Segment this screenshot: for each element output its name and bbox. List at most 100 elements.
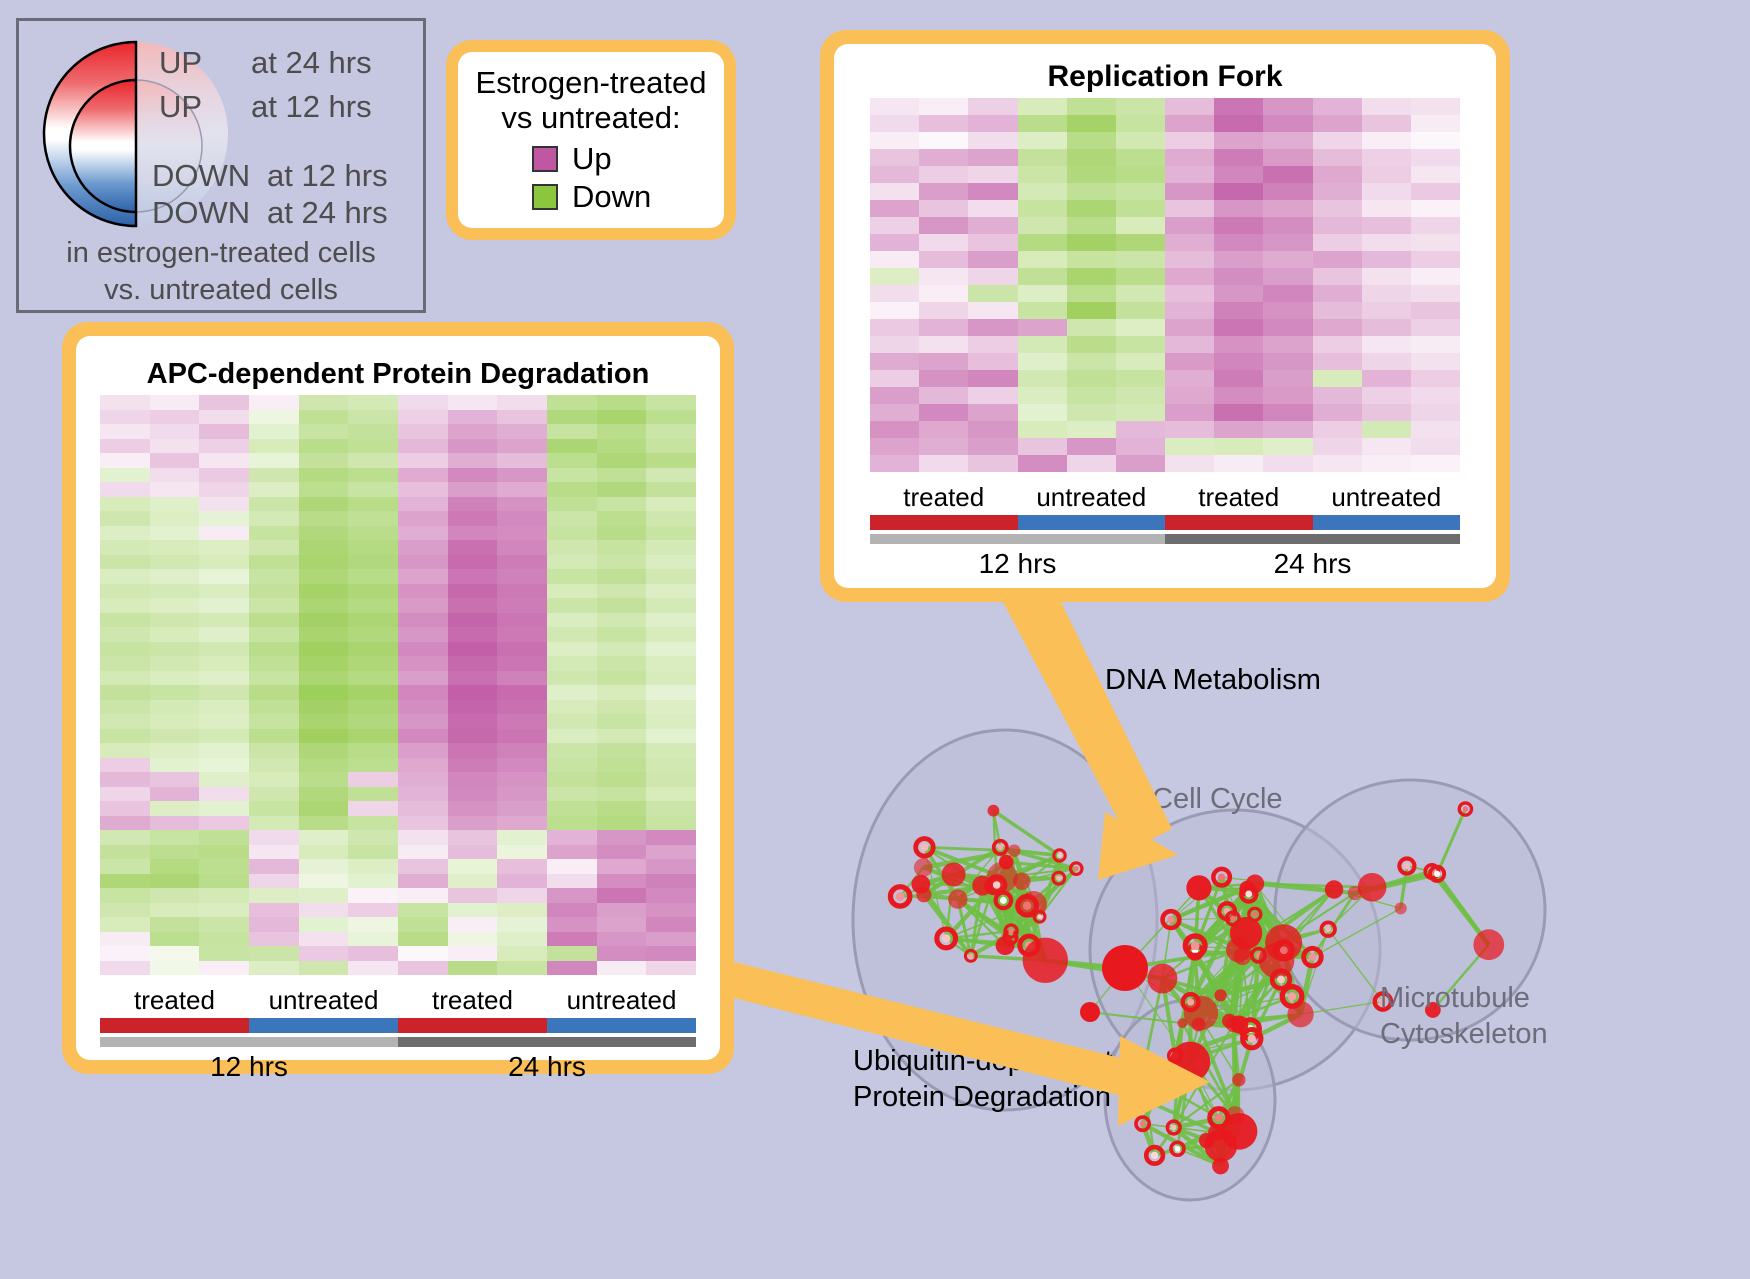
- heatmap-cell: [1263, 183, 1313, 200]
- heatmap-cell: [1410, 251, 1460, 268]
- heatmap-cell: [497, 946, 547, 961]
- heatmap-cell: [497, 641, 547, 656]
- key-time-down-24: at 24 hrs: [267, 195, 388, 230]
- heatmap-cell: [1017, 370, 1067, 387]
- heatmap-cell: [1017, 132, 1067, 149]
- heatmap-cell: [1410, 421, 1460, 438]
- heatmap-cell: [919, 183, 969, 200]
- heatmap-cell: [298, 583, 349, 598]
- heatmap-cell: [547, 946, 597, 961]
- heatmap-cell: [1312, 183, 1362, 200]
- heatmap-cell: [547, 815, 597, 830]
- heatmap-cell: [447, 424, 498, 439]
- heatmap-cell: [249, 873, 299, 888]
- heatmap-cell: [1312, 268, 1362, 285]
- heatmap-cell: [1361, 438, 1411, 455]
- heatmap-cell: [1214, 183, 1264, 200]
- heatmap-cell: [1410, 319, 1460, 336]
- heatmap-cell: [596, 569, 647, 584]
- heatmap-cell: [1165, 302, 1215, 319]
- heatmap-cell: [870, 319, 920, 336]
- heatmap-cell: [968, 149, 1018, 166]
- heatmap-cell: [1410, 149, 1460, 166]
- heatmap-cell: [447, 743, 498, 758]
- heatmap-cell: [646, 554, 696, 569]
- heatmap-cell: [870, 455, 920, 472]
- heatmap-cell: [199, 888, 249, 903]
- heatmap-cell: [596, 946, 647, 961]
- key-time-up-24: at 24 hrs: [251, 45, 372, 80]
- heatmap-cell: [1066, 132, 1116, 149]
- heatmap-cell: [398, 844, 448, 859]
- heatmap-cell: [919, 234, 969, 251]
- heatmap-cell: [1017, 217, 1067, 234]
- heatmap-cell: [596, 525, 647, 540]
- heatmap-cell: [447, 525, 498, 540]
- heatmap-cell: [398, 656, 448, 671]
- heatmap-cell: [1312, 387, 1362, 404]
- heatmap-cell: [1263, 217, 1313, 234]
- group-bar-segment: [1017, 515, 1165, 530]
- heatmap-cell: [547, 598, 597, 613]
- legend-title-line1: Estrogen-treated: [475, 65, 707, 100]
- heatmap-cell: [199, 714, 249, 729]
- heatmap-cell: [596, 960, 647, 975]
- heatmap-cell: [497, 540, 547, 555]
- heatmap-cell: [447, 801, 498, 816]
- key-direction-down-24: DOWN: [152, 195, 251, 230]
- heatmap-cell: [1214, 132, 1264, 149]
- heatmap-cell: [497, 482, 547, 497]
- heatmap-cell: [447, 540, 498, 555]
- heatmap-cell: [497, 801, 547, 816]
- heatmap-cell: [870, 149, 920, 166]
- heatmap-cell: [646, 540, 696, 555]
- heatmap-cell: [1066, 251, 1116, 268]
- heatmap-cell: [497, 844, 547, 859]
- heatmap-cell: [870, 404, 920, 421]
- heatmap-cell: [1115, 251, 1165, 268]
- heatmap-cell: [298, 960, 349, 975]
- heatmap-cell: [249, 685, 299, 700]
- heatmap-cell: [199, 598, 249, 613]
- heatmap-cell: [646, 728, 696, 743]
- heatmap-cell: [1361, 353, 1411, 370]
- heatmap-cell: [1312, 234, 1362, 251]
- heatmap-cell: [447, 786, 498, 801]
- heatmap-cell: [348, 409, 398, 424]
- heatmap-cell: [1115, 234, 1165, 251]
- heatmap-cell: [199, 815, 249, 830]
- heatmap-cell: [646, 467, 696, 482]
- heatmap-cell: [1263, 234, 1313, 251]
- heatmap-cell: [1361, 200, 1411, 217]
- legend-title-line2: vs untreated:: [501, 99, 681, 135]
- heatmap-cell: [1165, 115, 1215, 132]
- heatmap-cell: [199, 946, 249, 961]
- heatmap-cell: [1312, 115, 1362, 132]
- heatmap-cell: [298, 743, 349, 758]
- heatmap-cell: [199, 801, 249, 816]
- heatmap-cell: [497, 960, 547, 975]
- heatmap-cell: [596, 453, 647, 468]
- heatmap-cell: [1165, 336, 1215, 353]
- heatmap-cell: [646, 844, 696, 859]
- heatmap-cell: [199, 772, 249, 787]
- heatmap-cell: [199, 743, 249, 758]
- heatmap-cell: [149, 438, 200, 453]
- heatmap-cell: [199, 583, 249, 598]
- replication-fork-time-bar: [870, 534, 1460, 544]
- apc-group-label-0: treated: [134, 985, 215, 1015]
- heatmap-cell: [1066, 183, 1116, 200]
- heatmap-cell: [646, 757, 696, 772]
- heatmap-cell: [1263, 98, 1313, 115]
- heatmap-cell: [447, 714, 498, 729]
- heatmap-cell: [596, 801, 647, 816]
- heatmap-cell: [1165, 200, 1215, 217]
- heatmap-cell: [1361, 149, 1411, 166]
- heatmap-cell: [199, 540, 249, 555]
- heatmap-cell: [398, 641, 448, 656]
- color-key-rings: [41, 39, 231, 229]
- heatmap-cell: [1214, 251, 1264, 268]
- heatmap-cell: [447, 569, 498, 584]
- heatmap-cell: [1214, 98, 1264, 115]
- heatmap-cell: [1017, 387, 1067, 404]
